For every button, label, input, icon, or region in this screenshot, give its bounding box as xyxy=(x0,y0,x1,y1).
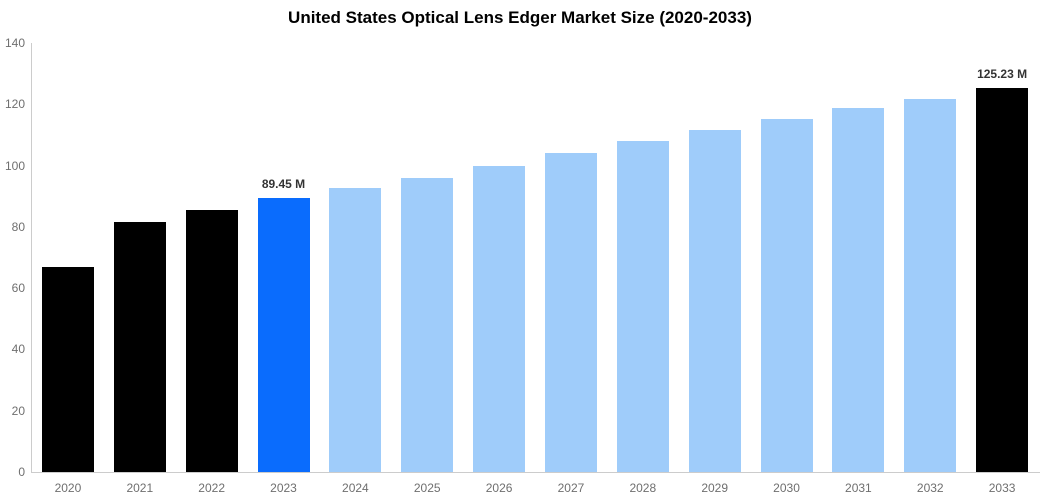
bar-2031[interactable] xyxy=(832,108,885,472)
x-axis-tick-labels: 2020 2021 2022 2023 2024 2025 2026 2027 2028 2029… xyxy=(32,481,1038,495)
x-axis-line xyxy=(31,472,1040,473)
data-label-2033: 125.23 M xyxy=(977,67,1028,82)
x-tick-label-2022: 2022 xyxy=(198,481,225,495)
bar-2029[interactable] xyxy=(688,130,741,472)
bar-column-2030 xyxy=(751,43,823,472)
x-tick-label-2032: 2032 xyxy=(916,481,944,495)
y-tick-label-20: 20 xyxy=(11,403,25,418)
bar-column-2031 xyxy=(822,43,894,472)
y-tick-label-80: 80 xyxy=(11,219,25,234)
x-tick-label-2027: 2027 xyxy=(557,481,585,495)
chart-title: United States Optical Lens Edger Market … xyxy=(288,8,752,27)
y-tick-label-120: 120 xyxy=(4,97,25,112)
bar-column-2032 xyxy=(894,43,966,472)
x-tick-label-2030: 2030 xyxy=(773,481,800,495)
bar-column-2027 xyxy=(535,43,607,472)
bar-column-2033: 125.23 M xyxy=(966,43,1038,472)
bar-2027[interactable] xyxy=(544,153,597,472)
x-tick-label-2026: 2026 xyxy=(485,481,513,495)
y-tick-label-100: 100 xyxy=(4,158,25,173)
bar-2022[interactable] xyxy=(185,210,238,472)
bar-column-2020 xyxy=(32,43,104,472)
x-tick-label-2029: 2029 xyxy=(701,481,729,495)
bar-2026[interactable] xyxy=(473,166,526,472)
bar-column-2022 xyxy=(176,43,248,472)
y-axis-line xyxy=(31,43,32,473)
bar-2030[interactable] xyxy=(760,119,813,472)
x-tick-label-2028: 2028 xyxy=(629,481,657,495)
bar-column-2026 xyxy=(463,43,535,472)
bar-column-2028 xyxy=(607,43,679,472)
plot-area: 89.45 M 125.23 M xyxy=(32,43,1038,472)
bar-column-2025 xyxy=(391,43,463,472)
bar-column-2021 xyxy=(104,43,176,472)
y-tick-label-140: 140 xyxy=(4,36,25,50)
bars-row: 89.45 M 125.23 M xyxy=(32,43,1038,472)
x-tick-label-2025: 2025 xyxy=(413,481,441,495)
y-axis-tick-labels: 0 20 40 60 80 100 120 140 xyxy=(0,0,25,500)
bar-2021[interactable] xyxy=(113,221,166,472)
x-tick-label-2031: 2031 xyxy=(845,481,872,495)
y-tick-label-40: 40 xyxy=(11,342,25,357)
x-tick-label-2024: 2024 xyxy=(342,481,369,495)
bar-2023[interactable] xyxy=(257,197,310,472)
data-label-2023: 89.45 M xyxy=(261,176,306,191)
bar-2032[interactable] xyxy=(904,98,957,472)
bar-column-2024 xyxy=(319,43,391,472)
bar-2033[interactable] xyxy=(976,88,1029,472)
bar-column-2029 xyxy=(679,43,751,472)
x-tick-label-2033: 2033 xyxy=(988,481,1016,495)
bar-2020[interactable] xyxy=(41,267,94,472)
bar-2028[interactable] xyxy=(616,141,669,472)
x-tick-label-2023: 2023 xyxy=(270,481,297,495)
bar-2025[interactable] xyxy=(401,177,454,472)
x-tick-label-2021: 2021 xyxy=(126,481,154,495)
bar-column-2023: 89.45 M xyxy=(248,43,320,472)
y-tick-label-0: 0 xyxy=(18,465,25,479)
bar-2024[interactable] xyxy=(329,188,382,472)
x-tick-label-2020: 2020 xyxy=(54,481,82,495)
y-tick-label-60: 60 xyxy=(11,281,25,296)
